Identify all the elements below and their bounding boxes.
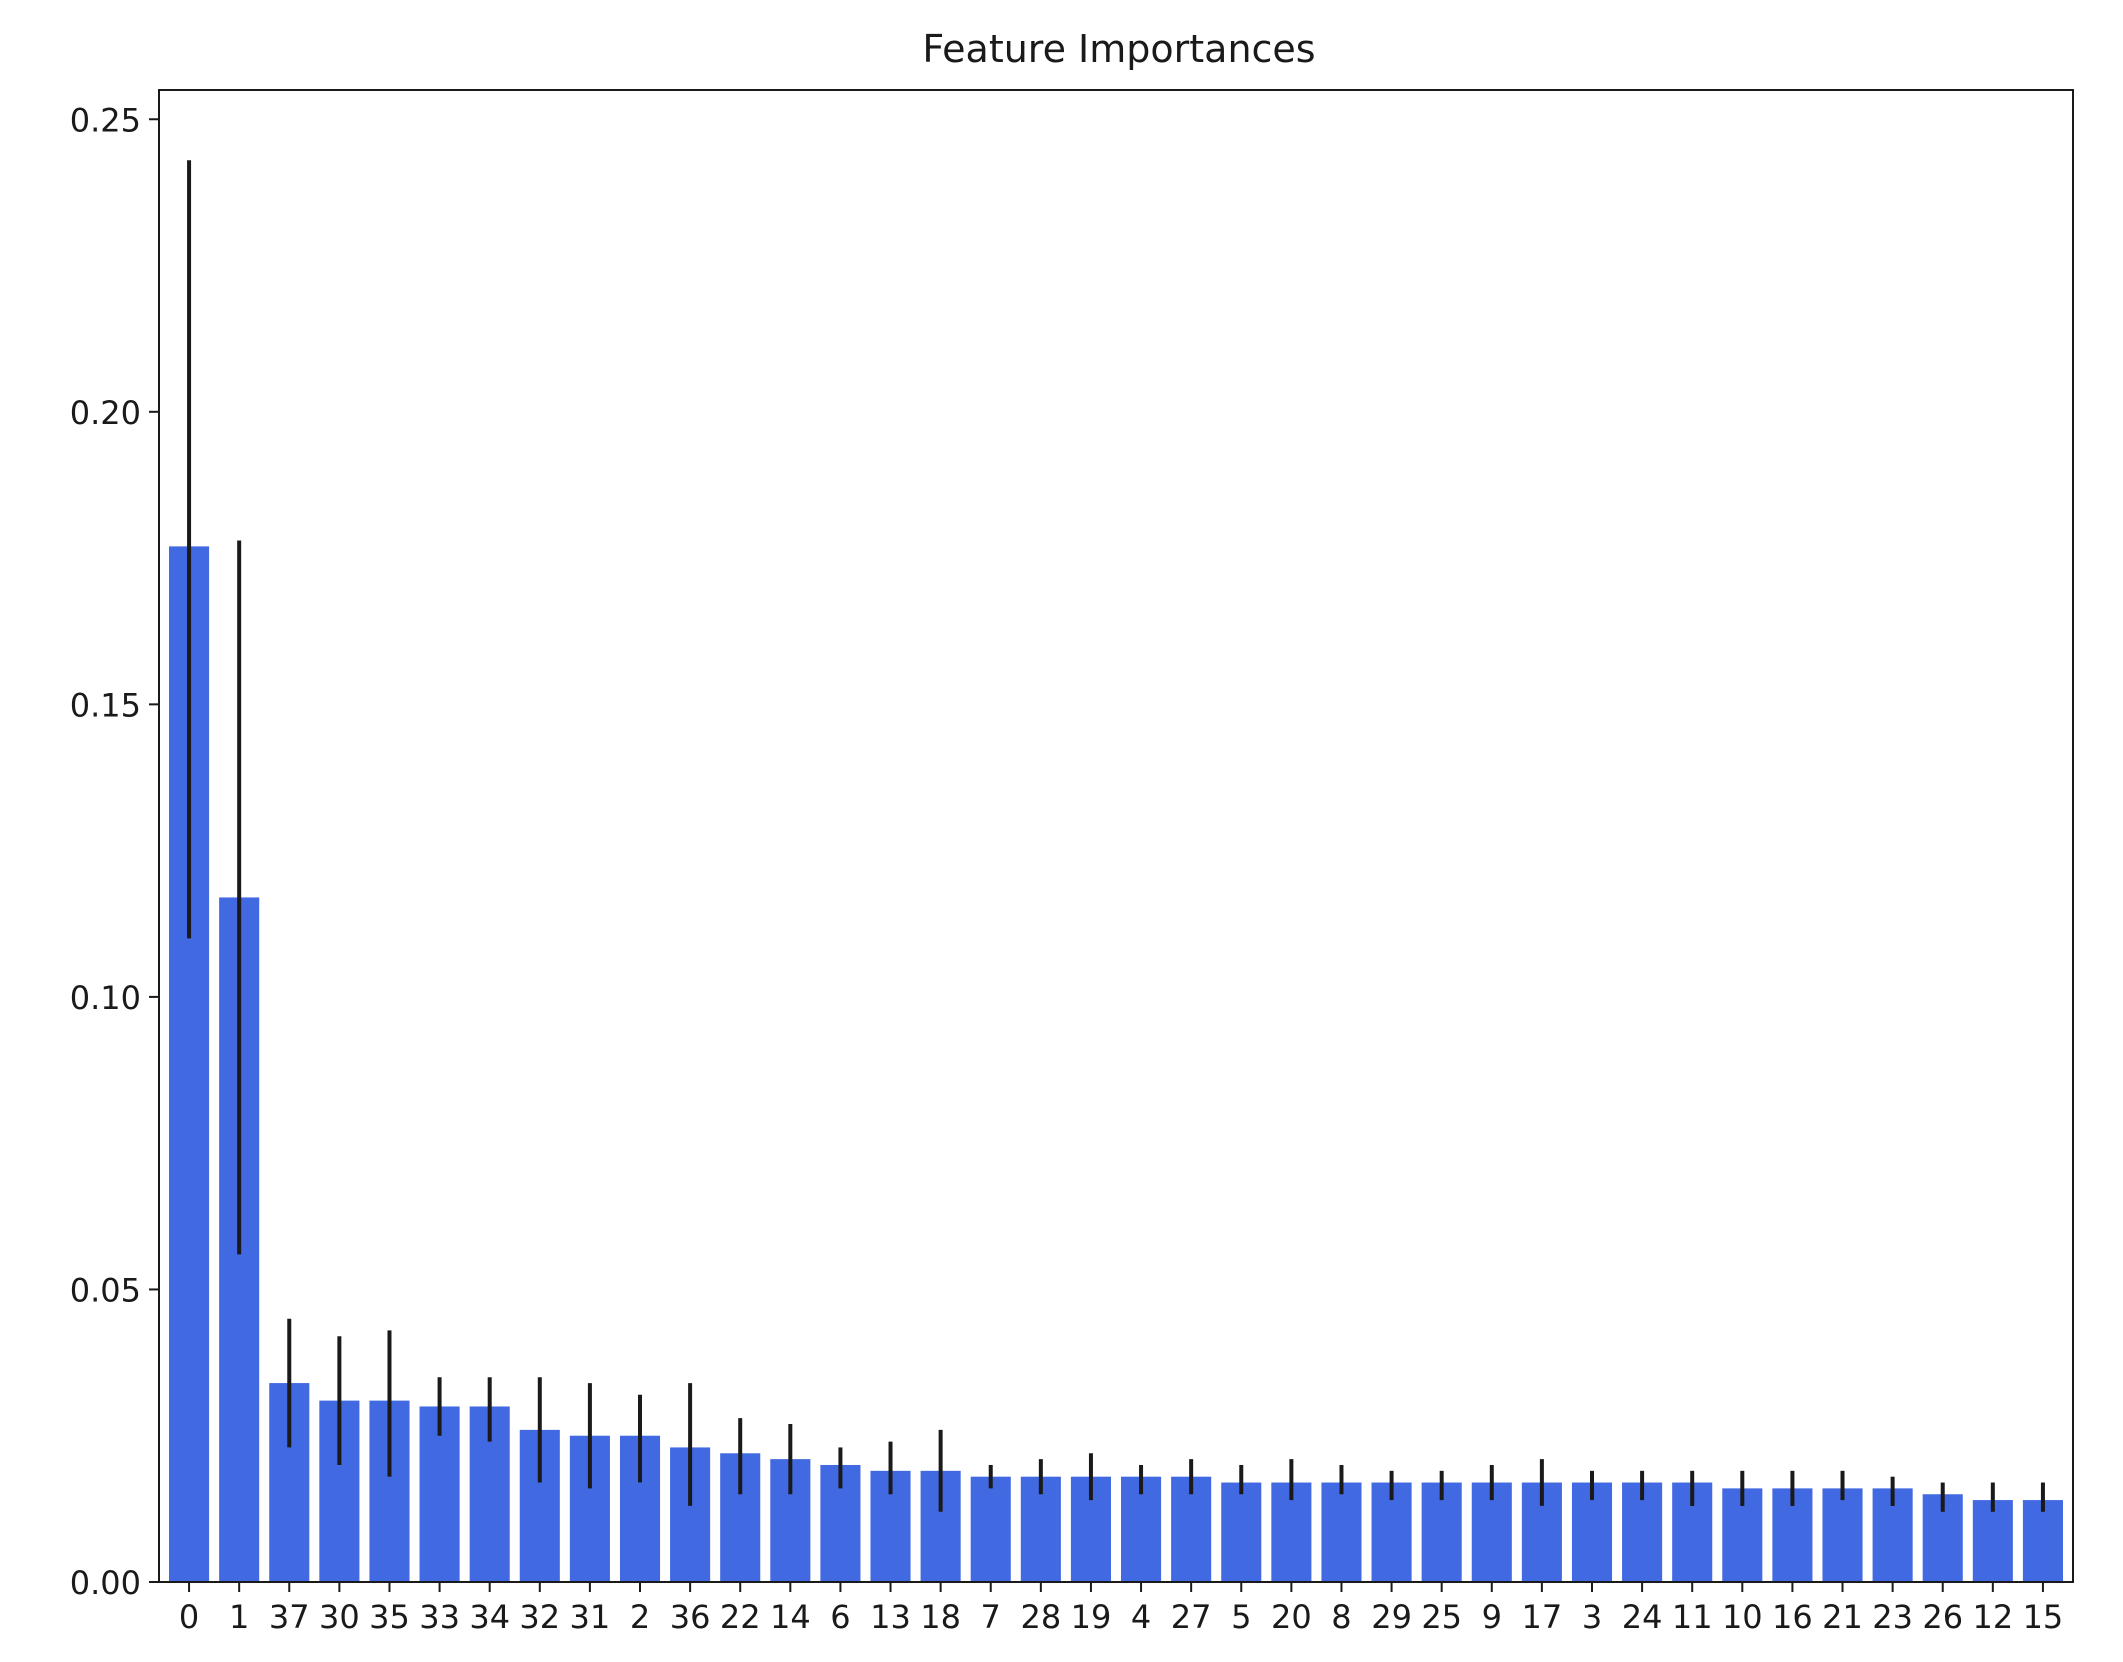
y-tick-label: 0.20 — [70, 394, 141, 432]
x-tick-label: 31 — [570, 1598, 611, 1636]
x-tick-label: 34 — [469, 1598, 510, 1636]
x-tick-label: 15 — [2023, 1598, 2064, 1636]
x-tick-label: 18 — [920, 1598, 961, 1636]
bar-series — [169, 546, 2063, 1582]
x-tick-label: 6 — [830, 1598, 850, 1636]
x-tick-label: 9 — [1482, 1598, 1502, 1636]
y-tick-label: 0.00 — [70, 1564, 141, 1602]
x-tick-label: 1 — [229, 1598, 249, 1636]
x-tick-label: 7 — [981, 1598, 1001, 1636]
x-tick-label: 35 — [369, 1598, 410, 1636]
x-tick-label: 32 — [519, 1598, 560, 1636]
x-tick-label: 22 — [720, 1598, 761, 1636]
x-tick-label: 11 — [1672, 1598, 1713, 1636]
y-tick-label: 0.10 — [70, 979, 141, 1017]
x-tick-label: 30 — [319, 1598, 360, 1636]
x-tick-label: 2 — [630, 1598, 650, 1636]
x-tick-label: 24 — [1622, 1598, 1663, 1636]
x-axis: 0 1 37 30 35 33 34 32 31 2 36 22 14 6 13 18 7 28 19 4 27 5 20 8… — [179, 1582, 2063, 1636]
x-tick-label: 12 — [1972, 1598, 2013, 1636]
bar — [1221, 1482, 1262, 1582]
y-tick-label: 0.25 — [70, 101, 141, 139]
x-tick-label: 20 — [1271, 1598, 1312, 1636]
x-tick-label: 21 — [1822, 1598, 1863, 1636]
x-tick-label: 28 — [1020, 1598, 1061, 1636]
bar — [970, 1476, 1011, 1582]
chart-title: Feature Importances — [922, 27, 1315, 71]
x-tick-label: 37 — [269, 1598, 310, 1636]
y-tick-label: 0.05 — [70, 1271, 141, 1309]
x-tick-label: 33 — [419, 1598, 460, 1636]
x-tick-label: 5 — [1231, 1598, 1251, 1636]
x-tick-label: 14 — [770, 1598, 811, 1636]
x-tick-label: 4 — [1131, 1598, 1151, 1636]
x-tick-label: 17 — [1522, 1598, 1563, 1636]
bar — [2022, 1500, 2063, 1582]
x-tick-label: 0 — [179, 1598, 199, 1636]
y-tick-label: 0.15 — [70, 686, 141, 724]
x-tick-label: 13 — [870, 1598, 911, 1636]
x-tick-label: 23 — [1872, 1598, 1913, 1636]
bar — [1972, 1500, 2013, 1582]
x-tick-label: 8 — [1331, 1598, 1351, 1636]
x-tick-label: 36 — [670, 1598, 711, 1636]
x-tick-label: 16 — [1772, 1598, 1813, 1636]
bar — [1822, 1488, 1863, 1582]
x-tick-label: 10 — [1722, 1598, 1763, 1636]
error-bar-series — [187, 160, 2045, 1512]
x-tick-label: 25 — [1421, 1598, 1462, 1636]
x-tick-label: 29 — [1371, 1598, 1412, 1636]
x-tick-label: 27 — [1171, 1598, 1212, 1636]
x-tick-label: 26 — [1922, 1598, 1963, 1636]
bar — [1321, 1482, 1362, 1582]
plot-frame — [158, 89, 2074, 1583]
x-tick-label: 19 — [1071, 1598, 1112, 1636]
x-tick-label: 3 — [1582, 1598, 1602, 1636]
y-axis: 0.00 0.05 0.10 0.15 0.20 0.25 — [70, 101, 159, 1602]
